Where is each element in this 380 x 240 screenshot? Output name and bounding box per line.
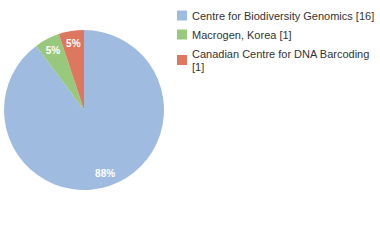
svg-text:[1]: [1]	[192, 61, 204, 73]
svg-text:5%: 5%	[66, 38, 81, 49]
svg-text:Canadian Centre for DNA Barcod: Canadian Centre for DNA Barcoding	[192, 48, 372, 60]
svg-text:88%: 88%	[95, 168, 115, 179]
svg-text:Centre for Biodiversity Genomi: Centre for Biodiversity Genomics [16]	[192, 10, 374, 22]
svg-text:5%: 5%	[46, 45, 61, 56]
svg-text:Macrogen, Korea [1]: Macrogen, Korea [1]	[192, 29, 292, 41]
